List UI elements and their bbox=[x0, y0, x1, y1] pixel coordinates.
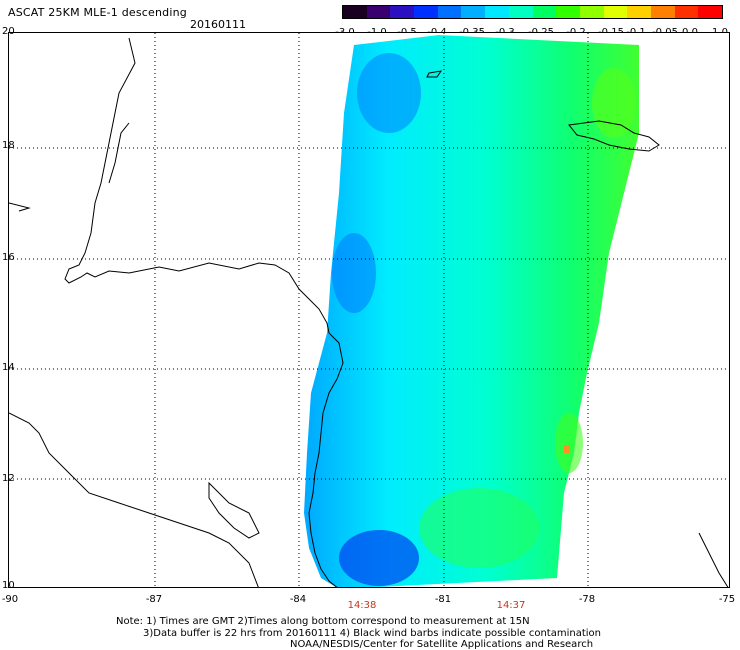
color-swatch bbox=[414, 6, 438, 18]
lat-label: 16 bbox=[2, 252, 15, 263]
color-swatch bbox=[461, 6, 486, 18]
lon-label: -81 bbox=[434, 594, 452, 605]
swath-green-patch bbox=[419, 488, 539, 568]
color-swatch bbox=[698, 6, 722, 18]
lon-label: -90 bbox=[1, 594, 19, 605]
color-swatch bbox=[627, 6, 651, 18]
color-swatch bbox=[532, 6, 557, 18]
product-title: ASCAT 25KM MLE-1 descending bbox=[8, 6, 187, 19]
lon-label: -87 bbox=[145, 594, 163, 605]
lon-label: -78 bbox=[578, 594, 596, 605]
map-panel bbox=[8, 32, 730, 588]
color-swatch bbox=[343, 6, 367, 18]
graticule bbox=[9, 33, 729, 587]
footnote-line-2: 3)Data buffer is 22 hrs from 20160111 4)… bbox=[143, 628, 601, 639]
map-canvas bbox=[9, 33, 729, 587]
lat-label: 14 bbox=[2, 362, 15, 373]
color-swatch bbox=[508, 6, 533, 18]
product-date: 20160111 bbox=[190, 18, 246, 31]
color-scale-bar bbox=[342, 5, 723, 19]
color-swatch bbox=[579, 6, 604, 18]
swath-orange-cell bbox=[564, 445, 570, 453]
swath-green-patch bbox=[555, 413, 583, 473]
swath-blue-patch bbox=[332, 233, 376, 313]
color-swatch bbox=[366, 6, 391, 18]
lat-label: 12 bbox=[2, 473, 15, 484]
color-swatch bbox=[437, 6, 462, 18]
swath-green-patch bbox=[592, 68, 636, 138]
footnote-line-1: Note: 1) Times are GMT 2)Times along bot… bbox=[116, 616, 530, 627]
footnote-line-3: NOAA/NESDIS/Center for Satellite Applica… bbox=[290, 639, 594, 650]
lat-label: 20 bbox=[2, 26, 15, 37]
color-swatch bbox=[485, 6, 509, 18]
coastlines bbox=[9, 37, 729, 587]
lat-label: 10 bbox=[2, 580, 15, 591]
lon-label: -84 bbox=[289, 594, 307, 605]
swath-blue-patch bbox=[339, 530, 419, 586]
swath-time-label: 14:38 bbox=[347, 600, 377, 611]
swath-blue-patch bbox=[357, 53, 421, 133]
lon-label: -75 bbox=[718, 594, 736, 605]
lat-label: 18 bbox=[2, 140, 15, 151]
color-swatch bbox=[674, 6, 699, 18]
color-swatch bbox=[556, 6, 580, 18]
swath-time-label: 14:37 bbox=[496, 600, 526, 611]
color-swatch bbox=[390, 6, 415, 18]
color-swatch bbox=[603, 6, 628, 18]
color-swatch bbox=[650, 6, 675, 18]
swath-area bbox=[304, 35, 639, 587]
